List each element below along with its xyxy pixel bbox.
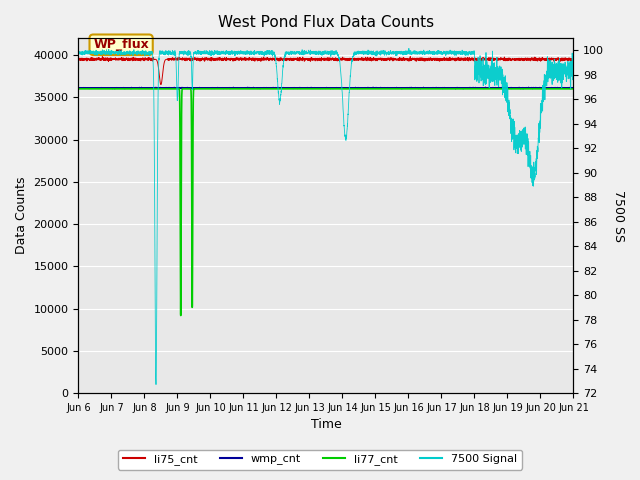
- wmp_cnt: [369, 84, 377, 90]
- li75_cnt: [307, 56, 315, 61]
- li75_cnt: [410, 56, 417, 61]
- li77_cnt: [569, 86, 577, 92]
- 7500 Signal: [405, 46, 413, 51]
- li77_cnt: [465, 86, 472, 92]
- Line: 7500 Signal: 7500 Signal: [79, 48, 573, 384]
- Line: li75_cnt: li75_cnt: [79, 57, 573, 84]
- 7500 Signal: [569, 59, 577, 65]
- wmp_cnt: [409, 85, 417, 91]
- li77_cnt: [436, 86, 444, 92]
- li77_cnt: [163, 86, 171, 92]
- 7500 Signal: [75, 49, 83, 55]
- wmp_cnt: [519, 86, 527, 92]
- wmp_cnt: [307, 85, 315, 91]
- 7500 Signal: [465, 49, 472, 55]
- wmp_cnt: [75, 85, 83, 91]
- Y-axis label: Data Counts: Data Counts: [15, 177, 28, 254]
- li75_cnt: [569, 56, 577, 61]
- wmp_cnt: [569, 85, 577, 91]
- li75_cnt: [164, 56, 172, 62]
- 7500 Signal: [307, 48, 315, 54]
- wmp_cnt: [465, 84, 472, 90]
- Text: WP_flux: WP_flux: [93, 38, 149, 51]
- li75_cnt: [570, 57, 577, 62]
- 7500 Signal: [570, 69, 577, 74]
- li75_cnt: [436, 57, 444, 62]
- Line: wmp_cnt: wmp_cnt: [79, 87, 573, 89]
- li77_cnt: [570, 86, 577, 92]
- Legend: li75_cnt, wmp_cnt, li77_cnt, 7500 Signal: li75_cnt, wmp_cnt, li77_cnt, 7500 Signal: [118, 450, 522, 469]
- 7500 Signal: [410, 50, 417, 56]
- 7500 Signal: [436, 49, 444, 55]
- wmp_cnt: [570, 85, 577, 91]
- Y-axis label: 7500 SS: 7500 SS: [612, 190, 625, 241]
- 7500 Signal: [164, 49, 172, 55]
- li75_cnt: [75, 56, 83, 62]
- li75_cnt: [465, 58, 472, 64]
- Line: li77_cnt: li77_cnt: [79, 89, 573, 315]
- li75_cnt: [406, 54, 414, 60]
- li77_cnt: [177, 312, 184, 318]
- X-axis label: Time: Time: [310, 419, 341, 432]
- wmp_cnt: [163, 85, 171, 91]
- Title: West Pond Flux Data Counts: West Pond Flux Data Counts: [218, 15, 434, 30]
- 7500 Signal: [152, 382, 160, 387]
- li77_cnt: [75, 86, 83, 92]
- li77_cnt: [409, 86, 417, 92]
- li75_cnt: [157, 82, 164, 87]
- li77_cnt: [307, 86, 315, 92]
- wmp_cnt: [436, 85, 444, 91]
